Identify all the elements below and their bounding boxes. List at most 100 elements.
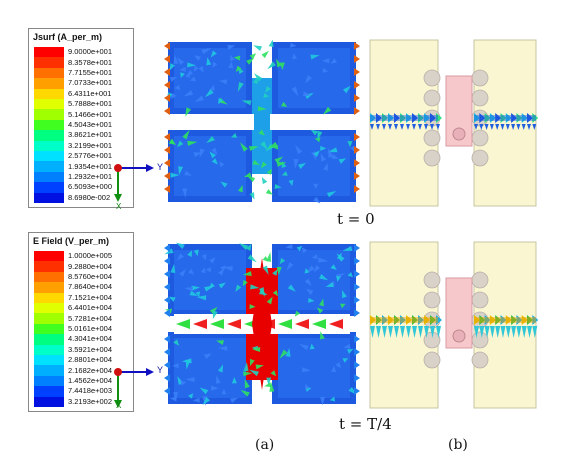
drip-arrow	[376, 326, 381, 338]
field-arrow	[204, 353, 212, 360]
field-arrow	[304, 383, 310, 390]
drip-arrow	[516, 124, 521, 130]
field-arrow	[185, 107, 192, 117]
field-arrow	[295, 144, 303, 155]
field-arrow	[211, 147, 218, 156]
band-arrow	[430, 113, 436, 123]
band-arrow	[521, 315, 528, 325]
field-arrow	[218, 97, 224, 105]
field-arrow	[183, 90, 194, 97]
field-arrow	[211, 385, 219, 391]
color-swatch	[34, 344, 64, 356]
color-swatch	[34, 313, 64, 325]
field-arrow	[319, 298, 324, 307]
edge-arrow	[164, 296, 170, 304]
edge-arrow	[164, 361, 170, 369]
color-swatch	[34, 67, 64, 79]
field-arrow	[288, 179, 294, 186]
tick-label: 6.4311e+001	[68, 88, 112, 98]
field-arrow	[184, 170, 192, 176]
band-arrow	[394, 113, 400, 123]
tick-label: 5.7281e+004	[68, 313, 113, 323]
field-arrow	[304, 267, 310, 274]
edge-arrow	[164, 146, 170, 154]
tick-label: 7.0733e+001	[68, 78, 113, 88]
side-view-t0	[369, 39, 538, 207]
field-arrow	[218, 268, 224, 276]
field-arrow	[298, 162, 306, 169]
field-arrow	[342, 85, 351, 94]
edge-arrow	[164, 55, 170, 63]
field-arrow	[290, 42, 297, 48]
field-arrow	[338, 158, 347, 164]
field-arrow	[342, 358, 349, 363]
drip-arrow	[436, 326, 441, 338]
band-arrow	[474, 315, 480, 325]
field-arrow	[189, 76, 196, 82]
field-arrow	[169, 63, 175, 71]
via-hole	[452, 127, 466, 141]
drip-arrow	[382, 326, 387, 338]
field-arrow	[329, 396, 336, 402]
band-left	[370, 317, 438, 323]
field-arrow	[278, 319, 292, 329]
band-arrow	[484, 113, 491, 123]
color-scale	[34, 251, 64, 408]
field-arrow	[305, 75, 312, 84]
band-arrow	[376, 315, 382, 325]
field-arrow	[262, 265, 269, 275]
field-arrow	[320, 331, 325, 340]
tick-label: 9.0000e+001	[68, 47, 113, 57]
field-arrow	[204, 89, 214, 98]
color-swatch	[34, 355, 64, 366]
color-swatch	[34, 365, 64, 377]
field-arrow	[250, 284, 260, 290]
caption-t0: t = 0	[337, 210, 375, 228]
drip-arrow	[484, 124, 489, 130]
band-arrow	[406, 315, 412, 325]
field-arrow	[276, 161, 287, 167]
efield-map-tT4	[164, 242, 360, 406]
field-arrow	[285, 243, 293, 249]
color-swatch	[34, 130, 64, 142]
edge-arrow	[164, 94, 170, 102]
legend-title: E Field (V_per_m)	[33, 236, 110, 246]
field-arrow	[210, 319, 224, 329]
edge-arrow	[164, 283, 170, 291]
band-arrow	[424, 113, 430, 123]
tick-label: 7.8640e+004	[68, 282, 113, 292]
tick-label: 2.5776e+001	[68, 151, 113, 161]
color-swatch	[34, 78, 64, 90]
field-arrow	[266, 168, 272, 175]
band-arrow	[495, 315, 502, 325]
field-arrow	[195, 291, 201, 297]
field-arrow	[295, 319, 309, 329]
tick-label: 1.0000e+005	[68, 251, 113, 261]
band-arrow	[532, 315, 538, 325]
drip-arrow	[394, 326, 399, 338]
field-arrow	[173, 339, 180, 346]
field-arrow	[187, 250, 193, 257]
drip-arrow	[430, 124, 434, 130]
drip-arrow	[370, 326, 375, 338]
edge-arrow	[164, 185, 170, 193]
field-arrow	[320, 145, 327, 151]
field-arrow	[206, 57, 212, 66]
band-arrow	[418, 315, 424, 325]
field-arrow	[285, 347, 291, 357]
field-arrow	[212, 310, 218, 320]
field-arrow	[231, 133, 238, 138]
field-arrow	[292, 53, 297, 60]
tick-label: 8.6980e-002	[68, 192, 111, 202]
field-arrow	[179, 66, 186, 72]
field-arrow	[209, 151, 217, 159]
field-arrow	[248, 146, 259, 152]
field-arrow	[192, 397, 200, 403]
field-arrow	[249, 304, 256, 310]
drip-arrow	[479, 124, 484, 130]
field-arrow	[313, 150, 320, 157]
drip-arrow	[521, 326, 527, 338]
band-arrow	[376, 113, 382, 123]
color-swatch	[34, 292, 64, 304]
drip-arrow	[484, 326, 490, 338]
